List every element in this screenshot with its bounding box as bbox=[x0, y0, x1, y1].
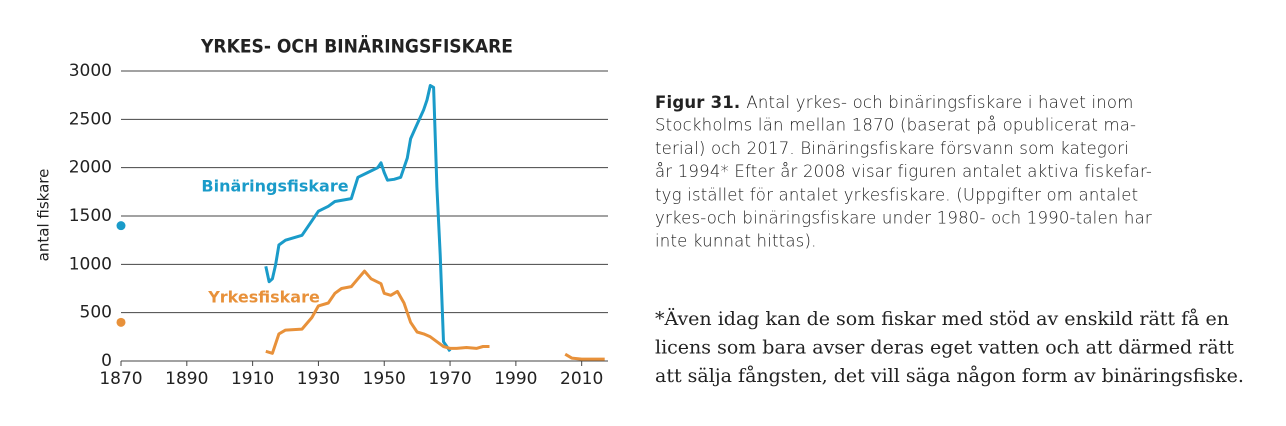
data-point bbox=[116, 317, 126, 327]
caption-line: tyg istället för antalet yrkesfiskare. (… bbox=[655, 185, 1138, 204]
footnote-line: licens som bara avser deras eget vatten … bbox=[655, 337, 1234, 359]
caption: Figur 31. Antal yrkes- och binäringsfiska… bbox=[655, 93, 1152, 251]
series-line bbox=[264, 84, 452, 353]
y-axis-label: antal fiskare bbox=[35, 169, 53, 262]
data-point bbox=[116, 221, 126, 231]
y-tick-label: 2500 bbox=[69, 109, 112, 129]
y-tick-label: 0 bbox=[101, 351, 112, 371]
x-tick-label: 1890 bbox=[165, 369, 208, 389]
caption-line: Stockholms län mellan 1870 (baserat på o… bbox=[655, 116, 1136, 135]
caption-text: Antal yrkes- och binäringsfiskare i have… bbox=[746, 93, 1133, 112]
caption-line: terial) och 2017. Binäringsfiskare försv… bbox=[655, 139, 1129, 158]
x-tick-label: 1910 bbox=[231, 369, 274, 389]
x-tick-label: 1990 bbox=[494, 369, 537, 389]
footnote: *Även idag kan de som fiskar med stöd av… bbox=[655, 307, 1244, 387]
chart-title: YRKES- OCH BINÄRINGSFISKARE bbox=[200, 34, 513, 58]
x-tick-label: 2010 bbox=[560, 369, 603, 389]
series-line bbox=[564, 352, 605, 361]
series-label: Binäringsfiskare bbox=[201, 177, 348, 196]
caption-line: år 1994* Efter år 2008 visar figuren ant… bbox=[655, 162, 1152, 181]
x-tick-label: 1930 bbox=[297, 369, 340, 389]
y-tick-label: 3000 bbox=[69, 61, 112, 81]
x-tick-label: 1950 bbox=[363, 369, 406, 389]
y-tick-label: 1500 bbox=[69, 206, 112, 226]
x-tick-label: 1870 bbox=[99, 369, 142, 389]
caption-line: Figur 31. Antal yrkes- och binäringsfiska… bbox=[655, 93, 1133, 112]
y-tick-label: 500 bbox=[80, 303, 112, 323]
x-tick-label: 1970 bbox=[428, 369, 471, 389]
caption-line: inte kunnat hittas). bbox=[655, 232, 817, 251]
footnote-line: att sälja fångsten, det vill säga någon … bbox=[655, 365, 1244, 387]
footnote-line: *Även idag kan de som fiskar med stöd av… bbox=[655, 307, 1229, 330]
y-tick-label: 2000 bbox=[69, 158, 112, 178]
y-tick-label: 1000 bbox=[69, 254, 112, 274]
caption-label: Figur 31. bbox=[655, 93, 740, 112]
series-line bbox=[265, 269, 490, 355]
series-label: Yrkesfiskare bbox=[207, 288, 320, 307]
caption-line: yrkes-och binäringsfiskare under 1980- o… bbox=[655, 209, 1152, 228]
